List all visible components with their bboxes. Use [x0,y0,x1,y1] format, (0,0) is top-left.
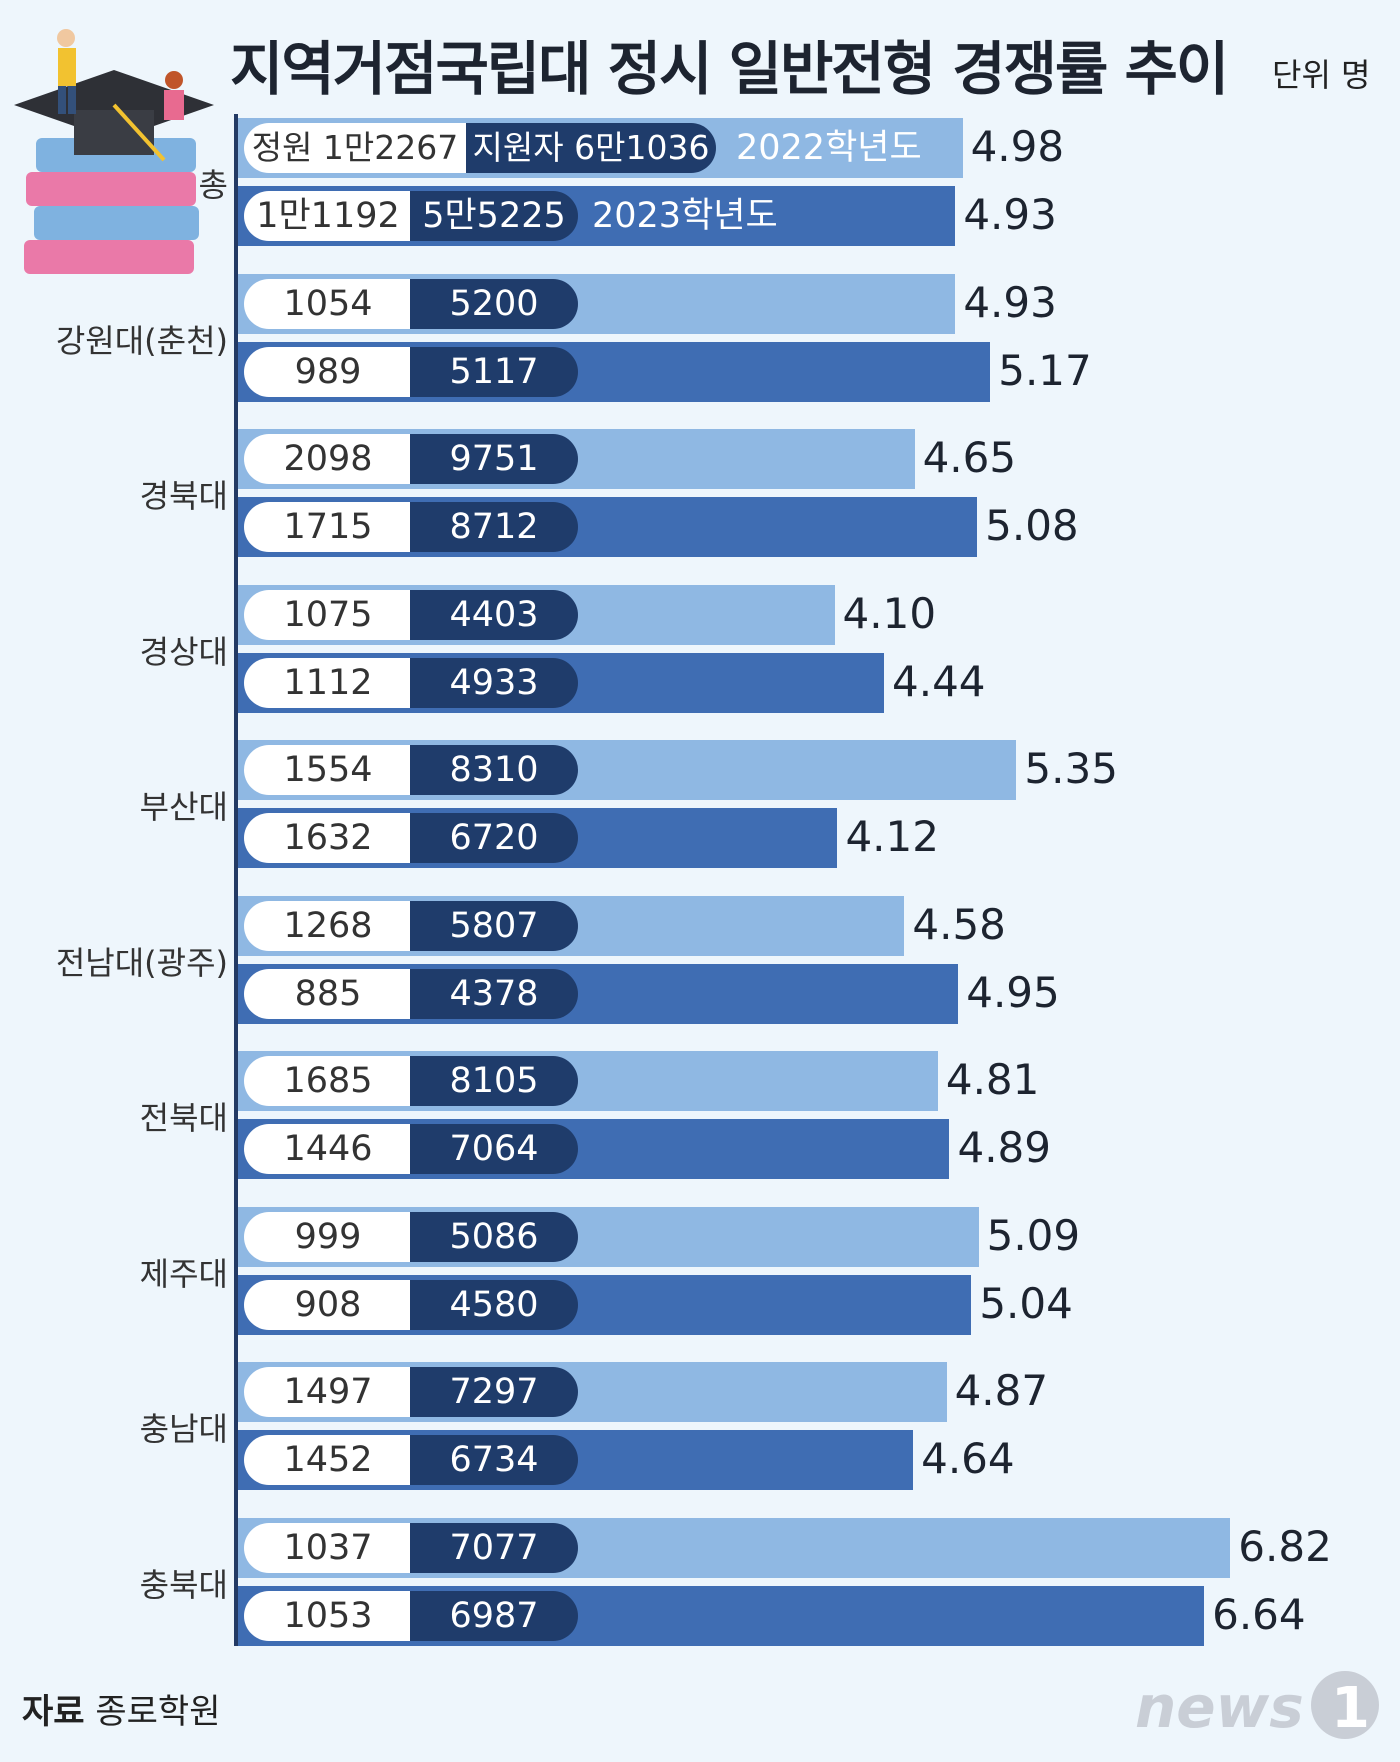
quota-value: 1053 [244,1590,412,1641]
quota-value: 885 [244,968,412,1019]
applicants-value: 5200 [410,278,578,329]
applicants-value: 6734 [410,1435,578,1485]
quota-value: 1632 [244,813,412,863]
quota-value: 1075 [244,589,412,640]
rate-label: 6.64 [1212,1589,1306,1639]
svg-text:news: news [1135,1673,1304,1741]
rate-label: 4.44 [892,656,986,706]
rate-label: 4.87 [954,1366,1049,1415]
category-label: 충남대 [139,1410,228,1448]
rate-label: 4.58 [912,899,1006,949]
unit-label: 단위 명 [1272,56,1371,94]
rate-label: 4.12 [845,812,939,861]
svg-text:1: 1 [1331,1676,1370,1741]
applicants-value: 8105 [410,1056,578,1106]
applicants-value: 5807 [410,900,578,951]
news1-logo: news 1 [1135,1671,1379,1741]
quota-value: 1715 [244,502,412,552]
category-label: 경북대 [139,477,228,515]
rate-label: 4.93 [963,277,1057,327]
quota-value: 1446 [244,1124,412,1174]
chart-axis [234,114,238,1646]
quota-value: 1497 [244,1367,412,1417]
applicants-value: 8712 [410,502,578,552]
rate-label: 6.82 [1238,1521,1332,1571]
rate-label: 5.04 [979,1278,1073,1328]
category-label: 제주대 [139,1254,228,1293]
source-name: 종로학원 [95,1692,221,1732]
source-note: 자료 종로학원 [22,1684,221,1733]
applicants-value: 4933 [410,657,578,708]
year-tag-2022: 2022학년도 [736,128,922,168]
rate-label: 4.98 [970,122,1065,171]
page-title: 지역거점국립대 정시 일반전형 경쟁률 추이 [230,35,1229,103]
applicants-value: 6720 [410,813,578,863]
graduation-books-illustration [14,29,214,274]
applicants-value: 5117 [410,346,578,397]
applicants-value: 4580 [410,1279,578,1330]
rate-label: 4.93 [963,190,1057,239]
rate-label: 5.17 [998,345,1092,395]
rate-label: 5.08 [985,501,1079,550]
rate-label: 4.65 [922,433,1017,482]
rate-label: 4.95 [966,967,1060,1017]
year-tag-2023: 2023학년도 [592,196,778,236]
quota-value: 1452 [244,1435,412,1485]
category-label: 전남대(광주) [55,943,228,982]
quota-value: 1685 [244,1056,412,1106]
category-label: 경상대 [139,632,228,671]
applicants-value: 7064 [410,1124,578,1174]
rate-label: 4.81 [945,1055,1040,1104]
category-label: 충북대 [139,1565,228,1604]
quota-value: 1554 [244,745,412,795]
rate-label: 4.10 [842,588,937,638]
applicants-value: 5만5225 [410,191,578,241]
quota-value: 989 [244,346,412,397]
rate-label: 4.89 [957,1123,1051,1172]
quota-value: 1054 [244,278,412,329]
applicants-value: 지원자 6만1036 [466,123,716,173]
applicants-value: 7297 [410,1367,578,1417]
category-label: 강원대(춘천) [55,321,228,360]
category-label: 총 [198,166,228,204]
applicants-value: 4403 [410,589,578,640]
applicants-value: 9751 [410,434,578,484]
applicants-value: 4378 [410,968,578,1019]
quota-value: 정원 1만2267 [244,123,466,173]
quota-value: 1만1192 [244,191,412,241]
rate-label: 4.64 [921,1434,1015,1483]
rate-label: 5.35 [1024,744,1118,793]
category-label: 부산대 [139,788,228,826]
quota-value: 908 [244,1279,412,1330]
quota-value: 1268 [244,900,412,951]
rate-label: 5.09 [986,1210,1081,1260]
quota-value: 2098 [244,434,412,484]
applicants-value: 5086 [410,1211,578,1262]
applicants-value: 6987 [410,1590,578,1641]
quota-value: 999 [244,1211,412,1262]
source-label: 자료 [22,1692,85,1732]
applicants-value: 7077 [410,1522,578,1573]
quota-value: 1112 [244,657,412,708]
category-label: 전북대 [139,1099,228,1137]
applicants-value: 8310 [410,745,578,795]
quota-value: 1037 [244,1522,412,1573]
